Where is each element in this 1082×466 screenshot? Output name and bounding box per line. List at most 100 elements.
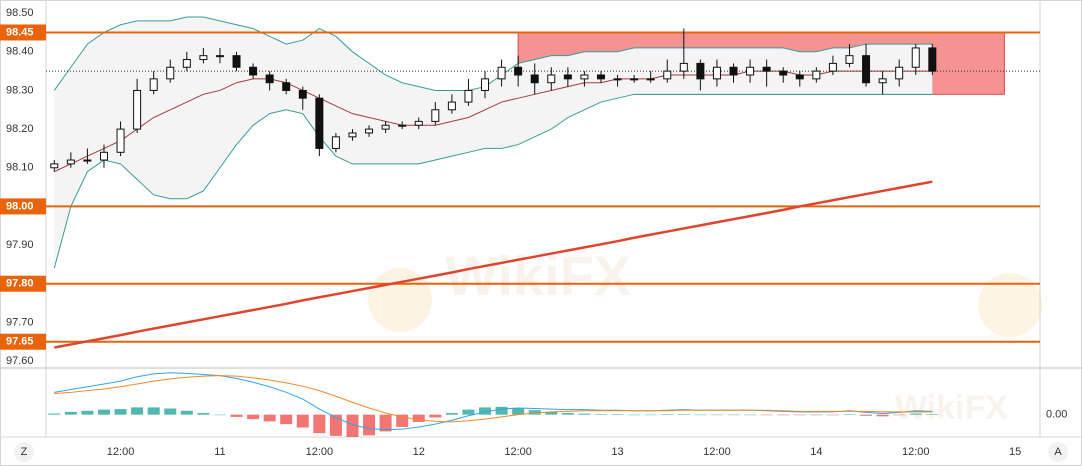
y-tick-label: 98.30 [6,84,34,96]
candle-body [613,78,622,81]
candle-body [845,55,854,64]
candle-body [746,66,755,76]
candle-body [547,74,556,84]
candle-body [481,78,490,91]
x-tick-label: 15 [1009,446,1021,458]
macd-signal [54,375,933,423]
macd-histogram-bar [578,413,591,415]
candle-body [99,151,108,161]
macd-histogram-bar [412,414,425,422]
scale-button[interactable] [1048,442,1068,462]
macd-histogram-bar [363,414,376,436]
candle-body [580,74,589,80]
macd-histogram-bar [810,414,823,416]
macd-histogram-bar [64,411,77,415]
watermark-text: WikiFX [445,244,631,307]
macd-histogram-bar [213,414,226,416]
candle-body [331,136,340,149]
macd-histogram-bar [462,409,475,415]
moving-average [54,180,933,349]
candle-body [215,55,224,58]
y-tick-label: 98.10 [6,162,34,174]
band-upper [53,16,933,91]
y-tick-label: 98.20 [6,123,34,135]
scale-button-label[interactable]: Z [21,446,28,458]
macd-histogram-bar [744,414,757,416]
level-label-box [0,198,46,215]
candle-body [878,78,887,84]
candle-body [83,159,92,162]
macd-histogram-bar [114,409,127,415]
watermark-logo [978,273,1042,337]
candle-body [630,78,639,81]
candle-body [265,74,274,84]
macd-histogram-bar [97,409,110,415]
candle-body [828,62,837,72]
candle-body [365,128,374,134]
candle-body [911,47,920,68]
macd-histogram-bar [247,414,260,420]
macd-histogram-bar [164,408,177,415]
macd-histogram-bar [479,407,492,415]
macd-histogram-bar [445,412,458,415]
y-tick-label: 97.90 [6,239,34,251]
y-tick-label: 97.60 [6,355,34,367]
x-tick-label: 13 [611,446,623,458]
macd-histogram-bar [280,414,293,425]
candle-body [431,109,440,122]
level-label-box [0,333,46,350]
x-tick-label: 12:00 [703,446,731,458]
candle-body [514,66,523,76]
macd-histogram-bar [512,407,525,415]
x-tick-label: 11 [214,446,225,458]
watermark: WikiFX WikiFX [368,244,1042,427]
candle-body [762,66,771,72]
macd-histogram-bar [628,414,641,416]
watermark-text: WikiFX [895,389,1008,427]
macd-histogram-bar [926,414,939,415]
x-tick-label: 12 [413,446,425,458]
macd-histogram-bar [263,414,276,422]
candle-body [812,70,821,80]
candle-body [563,74,572,80]
candle-body [795,74,804,80]
macd-histogram-bar [379,414,392,432]
macd-line [54,372,933,431]
macd-tick-label: 0.00 [1046,409,1067,421]
macd-histogram-bar [826,414,839,416]
candle-body [414,120,423,126]
macd-histogram-bar [495,406,508,415]
candle-body [166,66,175,80]
candle-body [779,70,788,76]
macd-histogram-bar [893,414,906,416]
level-label: 97.80 [6,278,34,290]
macd-histogram-bar [296,414,309,428]
scale-button[interactable] [14,442,34,462]
macd-histogram-bar [429,414,442,418]
band-lower [53,93,933,269]
candle-body [464,89,473,103]
macd-histogram-bar [561,412,574,415]
candle-body [530,74,539,84]
candle-body [712,66,721,80]
macd-histogram-bar [131,407,144,415]
macd-histogram-bar [346,414,359,437]
scale-button-label[interactable]: A [1054,446,1062,458]
x-tick-label: 12:00 [306,446,334,458]
macd-histogram-bar [329,414,342,436]
candle-body [398,124,407,127]
macd-histogram-bar [545,411,558,415]
candle-body [149,78,158,91]
candle-body [133,89,142,130]
macd-histogram-bar [147,407,160,415]
candle-body [282,82,291,91]
macd-histogram-bar [644,414,657,416]
candle-body [348,132,357,138]
macd-histogram-bar [843,414,856,415]
level-label-box [0,24,46,41]
candle-body [928,47,937,72]
level-label: 97.65 [6,336,34,348]
candle-body [596,74,605,80]
candle-body [696,62,705,80]
